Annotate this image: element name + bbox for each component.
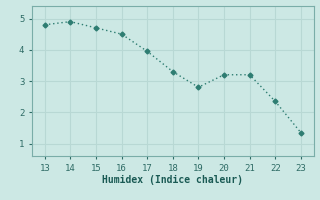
X-axis label: Humidex (Indice chaleur): Humidex (Indice chaleur) — [102, 175, 243, 185]
